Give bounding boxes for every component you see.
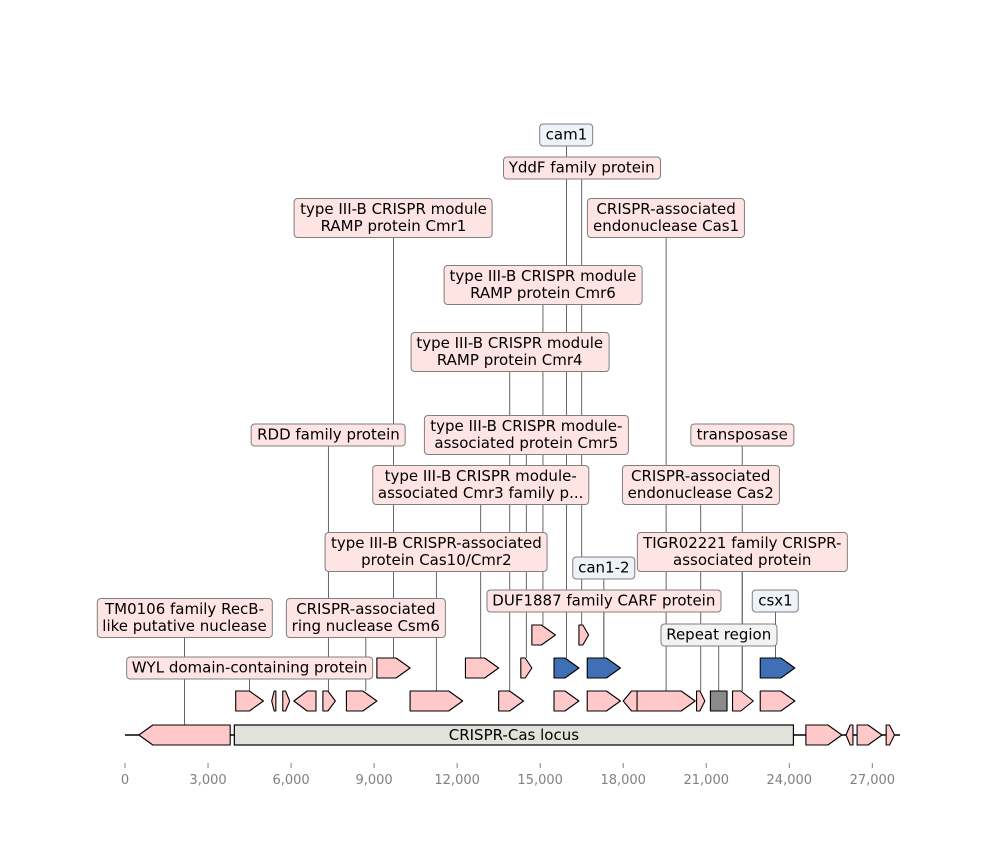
annotation-label-line: CRISPR-associated — [296, 600, 436, 618]
annotation-label-line: can1-2 — [578, 558, 630, 577]
annotation-label-line: RAMP protein Cmr6 — [470, 284, 616, 302]
gene-arrow — [885, 724, 896, 746]
annotation-label: YddF family protein — [502, 156, 661, 180]
axis-tick-label: 0 — [120, 773, 130, 788]
annotation-label-line: type III-B CRISPR module — [416, 334, 604, 352]
annotation-label: CRISPR-associated endonuclease Cas2 — [621, 465, 780, 505]
axis-tick-label: 15,000 — [517, 773, 563, 788]
annotation-label: type III-B CRISPR module RAMP protein Cmr… — [294, 198, 493, 238]
annotation-label: WYL domain-containing protein — [125, 656, 374, 680]
gene-arrow — [856, 724, 883, 746]
gene-features — [138, 624, 896, 746]
gene-arrow — [759, 690, 796, 712]
annotation-label: TM0106 family RecB-like putative nucleas… — [96, 598, 273, 638]
gene-arrow — [376, 657, 411, 679]
gene-arrow — [409, 690, 464, 712]
annotation-label: CRISPR-associated ring nuclease Csm6 — [285, 598, 446, 638]
gene-arrow — [235, 690, 264, 712]
annotation-label-line: RAMP protein Cmr1 — [320, 217, 467, 235]
gene-arrow — [578, 624, 590, 646]
annotation-label-line: csx1 — [758, 591, 793, 610]
annotation-label: csx1 — [752, 589, 799, 613]
annotation-label: CRISPR-associated endonuclease Cas1 — [587, 198, 746, 238]
gene-arrow — [464, 657, 500, 679]
gene-arrow — [759, 657, 796, 679]
gene-arrow — [636, 690, 696, 712]
annotation-label-line: type III-B CRISPR module — [449, 267, 637, 285]
annotation-label: Repeat region — [660, 623, 778, 647]
gene-arrow — [498, 690, 525, 712]
gene-arrow — [731, 690, 754, 712]
axis-tick-label: 9,000 — [355, 773, 393, 788]
gene-arrow — [282, 690, 291, 712]
axis-tick-label: 18,000 — [600, 773, 646, 788]
annotation-label-line: CRISPR-associated — [631, 467, 771, 485]
gene-arrow — [293, 690, 317, 712]
annotation-label-line: Repeat region — [666, 625, 772, 644]
annotation-label-line: associated protein Cmr5 — [434, 434, 619, 452]
annotation-label-line: protein Cas10/Cmr2 — [361, 551, 512, 569]
annotation-label-line: TIGR02221 family CRISPR- — [643, 534, 842, 552]
annotation-label-line: RAMP protein Cmr4 — [436, 351, 583, 369]
annotation-label-line: transposase — [696, 425, 788, 444]
axis-tick-label: 24,000 — [766, 773, 813, 788]
axis-tick-label: 6,000 — [272, 773, 310, 788]
annotation-label: can1-2 — [572, 556, 636, 580]
annotation-label: TIGR02221 family CRISPR-associated prote… — [637, 532, 848, 572]
annotation-label: type III-B CRISPR-associated protein Cas1… — [324, 532, 548, 572]
gene-arrow — [696, 690, 706, 712]
annotation-label: type III-B CRISPR module RAMP protein Cmr… — [443, 265, 643, 305]
region-label: CRISPR-Cas locus — [448, 726, 580, 744]
annotation-label: type III-B CRISPR module-associated Cmr3… — [371, 465, 590, 505]
annotation-label: type III-B CRISPR module RAMP protein Cmr… — [410, 332, 610, 372]
annotation-label-line: WYL domain-containing protein — [131, 658, 368, 677]
annotation-label-line: type III-B CRISPR module- — [430, 417, 623, 435]
gene-arrow — [553, 690, 580, 712]
annotation-label-line: type III-B CRISPR-associated — [330, 534, 542, 552]
annotation-label: type III-B CRISPR module-associated prot… — [424, 415, 629, 455]
gene-arrow — [520, 657, 533, 679]
annotation-label-line: ring nuclease Csm6 — [291, 617, 440, 635]
gene-arrow — [586, 690, 621, 712]
gene-arrow — [345, 690, 378, 712]
annotation-label-line: CRISPR-associated — [596, 200, 736, 218]
annotation-label-line: type III-B CRISPR module- — [384, 467, 577, 485]
annotation-label-line: associated Cmr3 family p... — [377, 484, 584, 502]
gene-arrow — [845, 724, 854, 746]
gene-arrow — [271, 690, 277, 712]
crispr-cas-region — [233, 724, 795, 746]
annotation-label-line: associated protein — [673, 551, 812, 569]
annotation-label-line: YddF family protein — [508, 158, 655, 177]
gene-arrow — [138, 724, 231, 746]
annotation-label-line: like putative nuclease — [102, 617, 267, 635]
annotation-label-line: endonuclease Cas1 — [593, 217, 740, 235]
gene-arrow — [622, 690, 638, 712]
annotation-label-line: TM0106 family RecB- — [104, 600, 265, 618]
annotation-label-line: cam1 — [545, 125, 588, 144]
annotation-label-line: DUF1887 family CARF protein — [492, 591, 716, 610]
axis-tick-label: 12,000 — [434, 773, 480, 788]
gene-arrow — [805, 724, 843, 746]
annotation-label: transposase — [690, 423, 794, 447]
axis-tick-label: 27,000 — [849, 773, 896, 788]
annotation-label-line: endonuclease Cas2 — [627, 484, 774, 502]
axis-tick-label: 21,000 — [683, 773, 730, 788]
annotation-label: DUF1887 family CARF protein — [486, 589, 722, 613]
gene-arrow — [531, 624, 556, 646]
annotation-label-line: RDD family protein — [257, 425, 400, 444]
annotation-label-line: type III-B CRISPR module — [300, 200, 487, 218]
axis-tick-label: 3,000 — [189, 773, 227, 788]
annotation-label: cam1 — [539, 123, 594, 147]
annotation-label: RDD family protein — [251, 423, 406, 447]
gene-arrow — [553, 657, 580, 679]
gene-arrow — [586, 657, 621, 679]
gene-arrow — [322, 690, 336, 712]
gene-arrow — [709, 690, 728, 712]
